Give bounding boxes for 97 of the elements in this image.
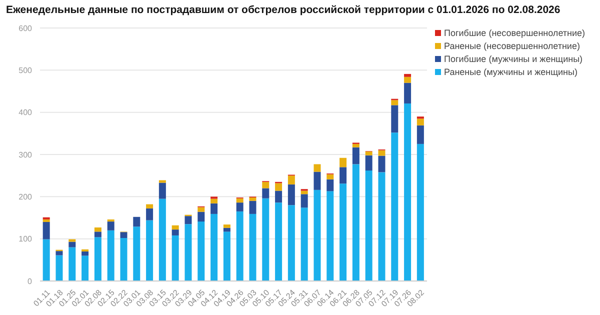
bar: [210, 198, 218, 204]
bar: [158, 182, 166, 199]
bar: [107, 219, 114, 222]
bar: [107, 222, 114, 230]
bar: [352, 164, 360, 281]
bar: [42, 222, 50, 240]
bar: [236, 202, 244, 212]
bar: [262, 182, 270, 188]
bar: [68, 247, 76, 281]
bar: [275, 183, 282, 191]
bar: [378, 156, 386, 172]
bar: [223, 224, 230, 228]
bar: [82, 251, 89, 256]
bar: [146, 220, 154, 281]
bar: [146, 208, 154, 220]
bar: [416, 118, 424, 126]
bar: [340, 184, 347, 281]
bar: [326, 179, 334, 192]
chart-title: Еженедельные данные по пострадавшим от обстрелов российской территории с 01.01.2026 по 02.08.2026: [5, 3, 562, 18]
legend-label: Раненые (несовершеннолетние): [444, 41, 580, 51]
bar: [300, 194, 308, 208]
bar: [416, 144, 424, 281]
bar: [120, 232, 128, 238]
bar: [158, 198, 166, 281]
bar: [314, 172, 321, 190]
bar: [184, 224, 192, 281]
bar: [198, 212, 205, 222]
y-tick-label: 100: [18, 234, 33, 244]
bar: [352, 144, 360, 148]
bar: [133, 226, 140, 281]
bar: [120, 238, 128, 281]
bar: [288, 205, 295, 281]
bar: [172, 225, 179, 230]
y-tick-label: 300: [18, 150, 33, 160]
bar: [365, 155, 372, 171]
bar: [223, 232, 230, 281]
bar: [326, 191, 334, 281]
bar: [288, 176, 295, 184]
bar: [249, 214, 256, 281]
bar: [314, 190, 321, 281]
y-tick-label: 0: [28, 276, 33, 286]
legend-label: Погибшие (мужчины и женщины): [444, 54, 583, 64]
bar: [275, 190, 282, 203]
bar: [352, 147, 360, 164]
bar: [68, 239, 76, 242]
bar: [340, 158, 347, 168]
bar: [300, 208, 308, 281]
bar: [378, 150, 386, 156]
bar: [326, 174, 334, 180]
bar: [365, 152, 372, 156]
bar: [378, 172, 386, 281]
y-tick-label: 400: [18, 108, 33, 118]
bar: [404, 76, 412, 83]
bar: [365, 170, 372, 281]
bar: [391, 100, 398, 106]
bar: [56, 255, 63, 281]
bar: [404, 82, 412, 104]
y-tick-label: 200: [18, 192, 33, 202]
bar: [210, 203, 218, 214]
y-tick-label: 600: [18, 24, 33, 33]
bar: [107, 230, 114, 281]
bar: [391, 132, 398, 281]
bar: [94, 237, 102, 281]
bar: [314, 164, 321, 172]
bar: [172, 230, 179, 236]
bar: [236, 198, 244, 203]
bar: [249, 200, 256, 214]
bar: [275, 202, 282, 281]
bar: [133, 216, 140, 227]
bar: [236, 211, 244, 281]
bar: [249, 198, 256, 201]
y-tick-label: 500: [18, 66, 33, 76]
bar: [262, 188, 270, 198]
bar: [42, 219, 50, 222]
bar: [146, 204, 154, 208]
bar: [404, 74, 412, 77]
bar: [391, 105, 398, 133]
bar: [416, 125, 424, 144]
bar: [94, 232, 102, 238]
bar: [198, 222, 205, 281]
bar: [42, 239, 50, 281]
bar: [184, 216, 192, 224]
bar: [158, 180, 166, 183]
bar: [340, 167, 347, 184]
bar: [68, 242, 76, 248]
bar: [198, 207, 205, 212]
legend-label: Погибшие (несовершеннолетние): [444, 28, 586, 38]
bar: [82, 256, 89, 281]
bar: [262, 198, 270, 281]
bar: [210, 214, 218, 281]
bar: [56, 251, 63, 256]
bar: [172, 235, 179, 281]
bar: [94, 227, 102, 232]
bar: [288, 184, 295, 206]
legend-label: Раненые (мужчины и женщины): [444, 67, 578, 77]
bar: [223, 228, 230, 232]
bar: [404, 103, 412, 281]
